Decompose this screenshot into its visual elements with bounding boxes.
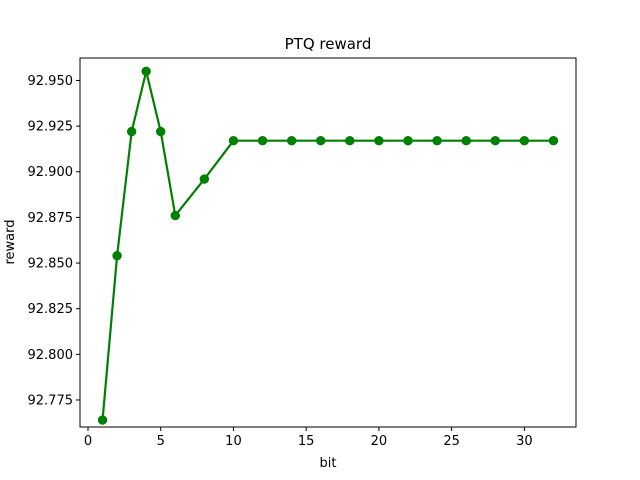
x-tick-label: 20 — [371, 434, 388, 449]
chart-title: PTQ reward — [285, 35, 372, 53]
x-tick-label: 5 — [157, 434, 165, 449]
data-point — [316, 136, 326, 146]
y-tick-label: 92.800 — [28, 348, 74, 363]
data-point — [461, 136, 471, 146]
data-point — [490, 136, 500, 146]
data-point — [432, 136, 442, 146]
x-axis-label: bit — [320, 456, 337, 471]
y-tick-label: 92.875 — [28, 211, 74, 226]
x-tick-label: 30 — [516, 434, 533, 449]
x-tick-label: 10 — [225, 434, 242, 449]
x-tick-label: 25 — [443, 434, 460, 449]
series-line — [101, 70, 554, 421]
y-tick-label: 92.825 — [28, 302, 74, 317]
y-tick-label: 92.950 — [28, 74, 74, 89]
data-point — [548, 136, 559, 146]
data-point — [97, 415, 108, 425]
data-point — [403, 136, 413, 146]
data-point — [345, 136, 355, 146]
ticks-layer: 0 5 10 15 20 25 30 92.775 92.800 92.825 92.850 92.8… — [28, 74, 533, 449]
data-point — [519, 136, 530, 146]
y-tick-label: 92.775 — [28, 393, 74, 408]
data-point — [112, 251, 122, 261]
plot-frame — [79, 57, 577, 428]
data-point — [257, 136, 268, 146]
data-point — [126, 126, 137, 137]
data-point — [228, 136, 239, 146]
data-point — [199, 174, 210, 184]
y-tick-label: 92.900 — [28, 165, 74, 180]
series-layer — [97, 66, 559, 425]
x-tick-label: 0 — [84, 434, 92, 449]
data-point — [170, 210, 180, 221]
x-tick-label: 15 — [298, 434, 315, 449]
data-point — [286, 136, 297, 146]
y-tick-label: 92.925 — [28, 120, 74, 135]
data-point — [156, 126, 166, 137]
data-point — [141, 66, 151, 77]
data-point — [374, 136, 384, 146]
y-axis-label: reward — [3, 219, 18, 264]
y-tick-label: 92.850 — [28, 257, 74, 272]
